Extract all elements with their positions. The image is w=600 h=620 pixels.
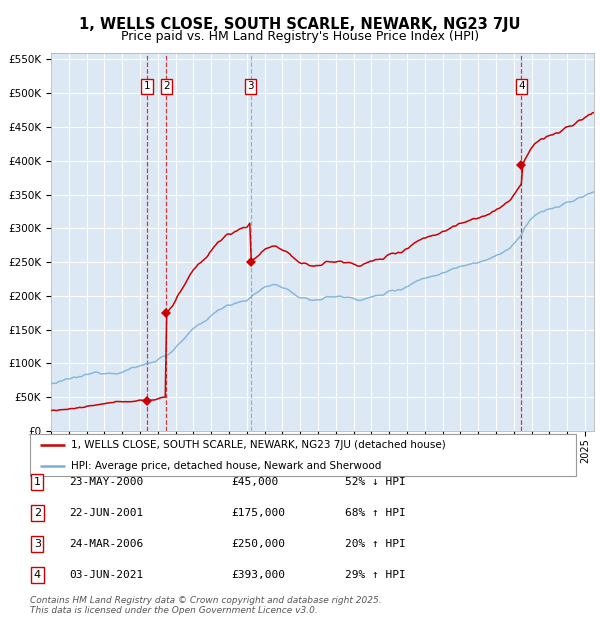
Text: 24-MAR-2006: 24-MAR-2006 bbox=[69, 539, 143, 549]
Text: 23-MAY-2000: 23-MAY-2000 bbox=[69, 477, 143, 487]
Text: 03-JUN-2021: 03-JUN-2021 bbox=[69, 570, 143, 580]
Text: 20% ↑ HPI: 20% ↑ HPI bbox=[345, 539, 406, 549]
Text: Price paid vs. HM Land Registry's House Price Index (HPI): Price paid vs. HM Land Registry's House … bbox=[121, 30, 479, 43]
Text: 1, WELLS CLOSE, SOUTH SCARLE, NEWARK, NG23 7JU: 1, WELLS CLOSE, SOUTH SCARLE, NEWARK, NG… bbox=[79, 17, 521, 32]
Text: 3: 3 bbox=[34, 539, 41, 549]
Text: Contains HM Land Registry data © Crown copyright and database right 2025.
This d: Contains HM Land Registry data © Crown c… bbox=[30, 596, 382, 615]
Text: 4: 4 bbox=[518, 81, 525, 92]
Text: 2: 2 bbox=[34, 508, 41, 518]
Text: £45,000: £45,000 bbox=[231, 477, 278, 487]
Text: 1: 1 bbox=[143, 81, 150, 92]
FancyBboxPatch shape bbox=[30, 434, 576, 476]
Text: 1: 1 bbox=[34, 477, 41, 487]
Text: 52% ↓ HPI: 52% ↓ HPI bbox=[345, 477, 406, 487]
Text: 3: 3 bbox=[248, 81, 254, 92]
Text: 1, WELLS CLOSE, SOUTH SCARLE, NEWARK, NG23 7JU (detached house): 1, WELLS CLOSE, SOUTH SCARLE, NEWARK, NG… bbox=[71, 440, 446, 450]
Text: 22-JUN-2001: 22-JUN-2001 bbox=[69, 508, 143, 518]
Text: 2: 2 bbox=[163, 81, 170, 92]
Text: 29% ↑ HPI: 29% ↑ HPI bbox=[345, 570, 406, 580]
Text: £393,000: £393,000 bbox=[231, 570, 285, 580]
Text: HPI: Average price, detached house, Newark and Sherwood: HPI: Average price, detached house, Newa… bbox=[71, 461, 382, 471]
Text: 4: 4 bbox=[34, 570, 41, 580]
Text: £175,000: £175,000 bbox=[231, 508, 285, 518]
Text: 68% ↑ HPI: 68% ↑ HPI bbox=[345, 508, 406, 518]
Text: £250,000: £250,000 bbox=[231, 539, 285, 549]
